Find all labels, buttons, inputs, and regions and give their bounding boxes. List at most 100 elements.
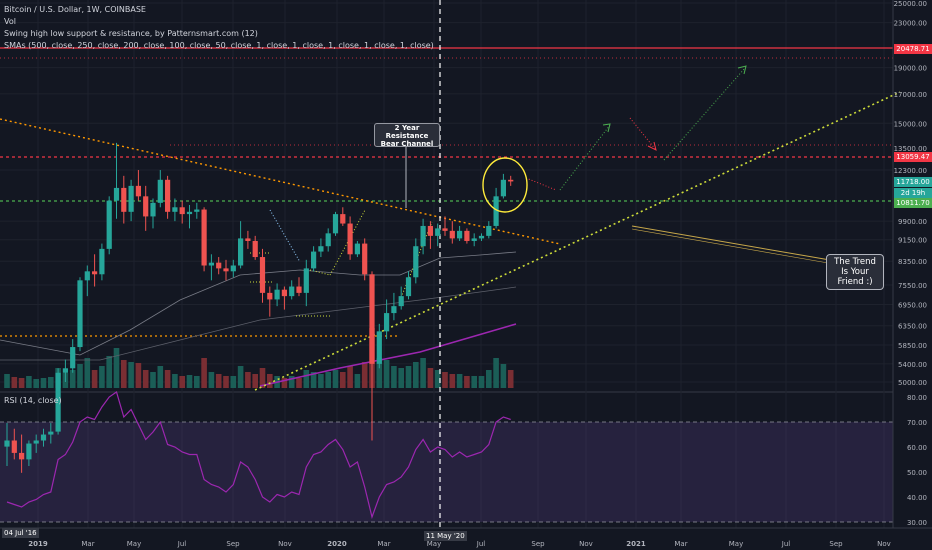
volume-bar — [215, 374, 222, 388]
time-axis-label: Jul — [476, 540, 486, 548]
candle-body — [33, 440, 39, 444]
candle-body — [70, 347, 76, 369]
candle-body — [340, 214, 346, 224]
rsi-axis-label: 70.00 — [907, 419, 927, 427]
volume-bar — [135, 363, 142, 388]
candle-body — [493, 196, 499, 226]
candle-body — [172, 207, 178, 212]
price-axis-label: 17000.00 — [894, 91, 927, 99]
volume-bar — [449, 374, 456, 388]
chart-legend: Bitcoin / U.S. Dollar, 1W, COINBASE Vol … — [4, 4, 434, 52]
resistance-note[interactable]: 2 Year Resistance Bear Channel — [374, 123, 440, 148]
volume-bar — [179, 376, 185, 388]
candle-body — [464, 230, 470, 241]
resistance-note-line2: Bear Channel — [380, 140, 434, 148]
volume-bar — [121, 360, 127, 388]
time-axis-label: Sep — [829, 540, 843, 548]
price-axis-label: 19000.00 — [894, 65, 927, 73]
rsi-legend[interactable]: RSI (14, close) — [4, 396, 62, 405]
candle-body — [435, 228, 441, 236]
volume-bar — [237, 366, 244, 388]
candle-body — [165, 179, 171, 212]
candle-body — [252, 240, 258, 258]
volume-bar — [296, 378, 302, 388]
candle-body — [230, 265, 236, 272]
sma-label[interactable]: SMAs (500, close, 250, close, 200, close… — [4, 41, 434, 50]
volume-bar — [40, 378, 47, 388]
candle-body — [303, 268, 309, 293]
price-axis-label: 7550.00 — [898, 282, 927, 290]
volume-bar — [361, 362, 368, 388]
volume-bar — [208, 372, 215, 388]
vol-label[interactable]: Vol — [4, 17, 16, 26]
volume-bar — [318, 374, 324, 388]
candle-body — [281, 289, 287, 297]
candle-body — [4, 440, 10, 447]
volume-bar — [471, 376, 477, 388]
left-date-marker: 04 Jul '16 — [2, 528, 39, 538]
volume-bar — [4, 374, 10, 388]
volume-bar — [376, 358, 383, 388]
candle-body — [201, 209, 207, 266]
price-axis-label: 25000.00 — [894, 0, 927, 8]
note-pointer — [631, 225, 831, 261]
price-axis-label: 5000.00 — [898, 379, 927, 387]
candle-body — [478, 235, 485, 239]
candle-body — [113, 187, 120, 201]
trend-note-line1: The Trend — [834, 257, 876, 267]
rsi-axis-label: 80.00 — [907, 394, 927, 402]
candle-body — [347, 223, 353, 255]
support-price: 10811.70 — [894, 198, 932, 208]
candle-body — [259, 257, 266, 293]
time-axis-label: Jul — [177, 540, 187, 548]
indicator-label[interactable]: Swing high low support & resistance, by … — [4, 29, 258, 38]
volume-bar — [332, 370, 339, 388]
candle-body — [62, 368, 68, 373]
candle-body — [457, 230, 463, 239]
candle-body — [186, 211, 193, 215]
volume-bar — [201, 358, 207, 388]
candle-body — [471, 238, 477, 241]
candle-body — [296, 286, 302, 293]
volume-bar — [99, 366, 105, 388]
candle-body — [238, 238, 244, 266]
resistance-mid-price: 13059.47 — [894, 152, 932, 162]
price-axis-label: 15000.00 — [894, 120, 927, 128]
symbol-title[interactable]: Bitcoin / U.S. Dollar, 1W, COINBASE — [4, 5, 146, 14]
volume-bar — [413, 362, 419, 388]
trend-note-line2: Is Your — [841, 267, 869, 277]
candle-body — [500, 179, 506, 197]
volume-bar — [142, 370, 149, 388]
sma-line — [0, 286, 517, 361]
countdown: 2d 19h — [894, 188, 932, 198]
candle-body — [413, 246, 419, 278]
volume-bar — [186, 375, 193, 388]
volume-bar — [288, 376, 295, 388]
volume-bar — [91, 370, 98, 388]
sma-line — [0, 251, 517, 356]
trend-note[interactable]: The Trend Is Your Friend :) — [826, 254, 884, 290]
time-axis-label: 2021 — [626, 540, 646, 548]
price-axis-label: 5850.00 — [898, 342, 927, 350]
time-axis-label: Nov — [877, 540, 891, 548]
candle-body — [40, 434, 47, 441]
price-axis-label: 12300.00 — [894, 167, 927, 175]
candle-body — [354, 243, 360, 255]
volume-bar — [69, 370, 76, 388]
cursor-date-marker: 11 May '20 — [424, 531, 467, 541]
pattern-line — [269, 209, 301, 263]
candle-body — [121, 187, 127, 212]
volume-bar — [391, 366, 397, 388]
candle-body — [135, 185, 141, 197]
volume-bar — [113, 348, 120, 388]
candle-body — [427, 225, 433, 236]
volume-bar — [398, 368, 404, 388]
volume-bar — [405, 366, 412, 388]
volume-bar — [500, 364, 507, 388]
volume-bar — [427, 368, 434, 388]
candle-body — [208, 262, 214, 266]
price-axis-label: 9900.00 — [898, 218, 927, 226]
volume-bar — [456, 374, 463, 388]
candle-body — [77, 280, 83, 348]
